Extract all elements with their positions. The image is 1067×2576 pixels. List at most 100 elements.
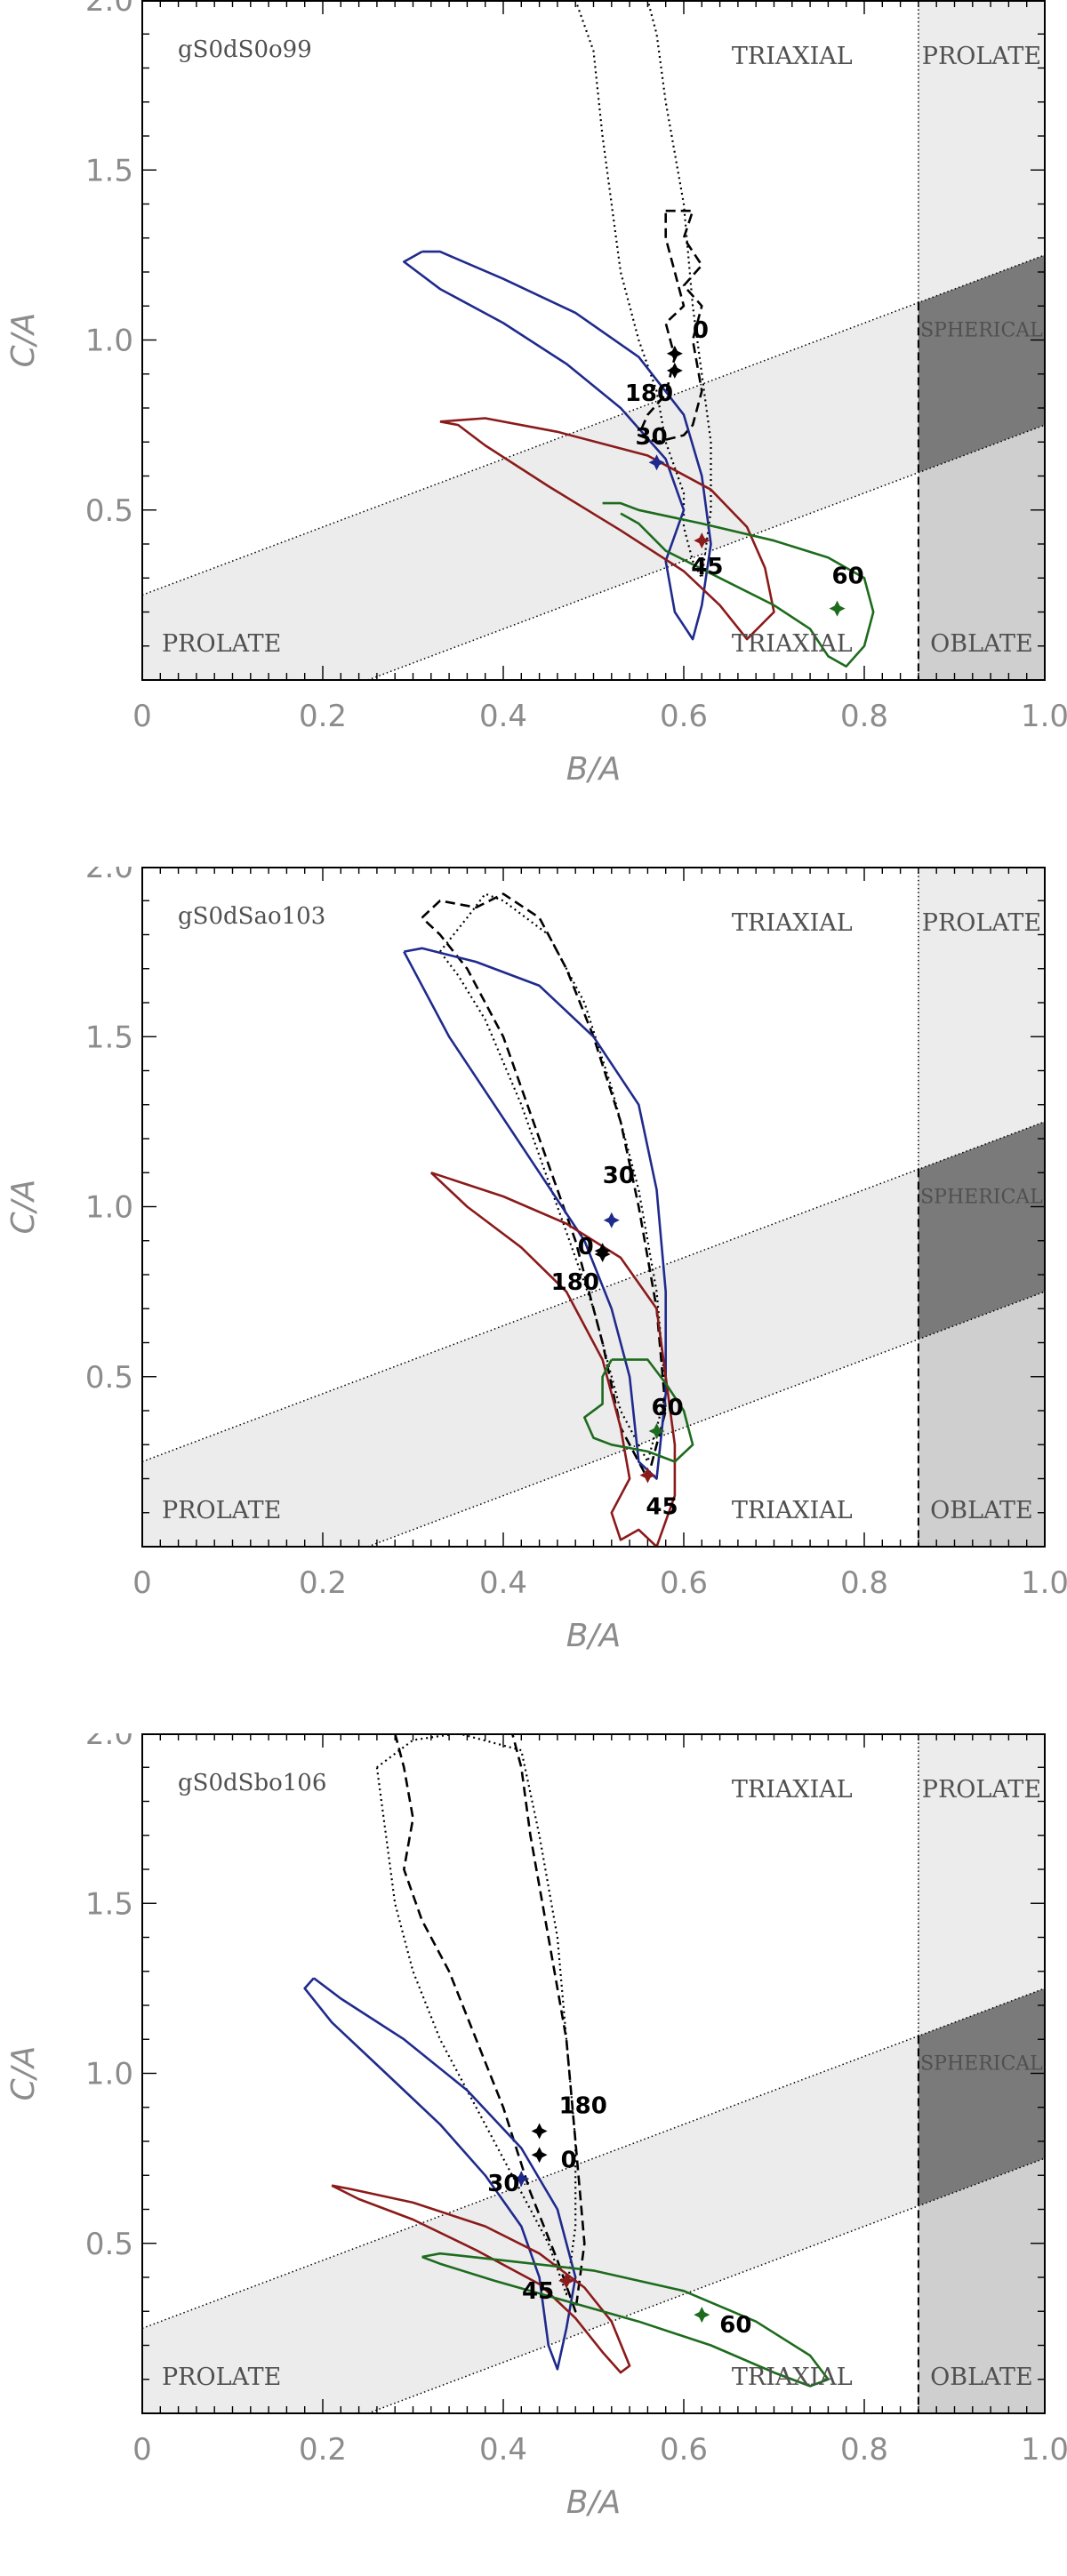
chart-3-upper-dotted-line <box>142 1988 1045 2330</box>
chart-2-x-tick-label: 0.4 <box>479 1565 527 1601</box>
chart-2-y-tick-label: 1.0 <box>85 1190 133 1226</box>
chart-1-region-prolate-bottom: PROLATE <box>162 630 281 658</box>
chart-2-upper-dotted-line <box>142 1121 1045 1463</box>
chart-2-marker-4 <box>639 1467 656 1484</box>
chart-3-lower-dotted-line <box>367 2157 1045 2413</box>
chart-svg-2: 0 0.2 0.4 0.6 0.8 1.0 0.5 1.0 1.5 2.0 B/A C/A gS0dSa… <box>5 867 1067 1654</box>
chart-3-marker-4 <box>694 2307 710 2324</box>
chart-1-lower-dotted-line <box>367 424 1045 680</box>
chart-1-region-prolate-top: PROLATE <box>922 43 1041 70</box>
chart-1-y-tick-label: 1.5 <box>85 153 133 188</box>
chart-3-oblate-region <box>918 2158 1045 2413</box>
chart-1-prolate-band <box>142 302 919 680</box>
chart-2-x-tick-label: 1.0 <box>1021 1565 1067 1601</box>
chart-3-y-tick-label: 1.0 <box>85 2057 133 2092</box>
chart-3-spherical-region <box>918 1988 1045 2206</box>
chart-2-y-axis-label: C/A <box>5 1180 42 1235</box>
chart-1-upper-dotted-line <box>142 254 1045 596</box>
chart-3-x-tick-label: 0.6 <box>660 2432 708 2468</box>
chart-2-region-prolate-top: PROLATE <box>922 909 1041 937</box>
chart-1-spherical-region <box>918 254 1045 473</box>
chart-1-y-tick-label: 1.0 <box>85 324 133 359</box>
chart-1-x-axis-label: B/A <box>566 751 621 788</box>
chart-1-series-contour-45 <box>439 417 775 641</box>
chart-3-y-axis-label: C/A <box>5 2046 42 2101</box>
chart-panel-3: 0 0.2 0.4 0.6 0.8 1.0 0.5 1.0 1.5 2.0 B/A C/A gS0dSb… <box>0 1733 1067 2576</box>
chart-3-series-contour-0 <box>393 1733 586 2313</box>
chart-3-region-triaxial-bottom: TRIAXIAL <box>732 2364 853 2391</box>
chart-3-marker-0 <box>531 2123 548 2140</box>
chart-1-x-tick-label: 0.8 <box>840 699 888 734</box>
chart-3-x-tick-label: 0.4 <box>479 2432 527 2468</box>
chart-2-title: gS0dSao103 <box>178 903 325 930</box>
chart-3-marker-label-0: 180 <box>559 2093 607 2120</box>
chart-2-x-tick-label: 0 <box>132 1565 152 1601</box>
chart-1-region-triaxial-bottom: TRIAXIAL <box>732 630 853 658</box>
chart-2-lower-dotted-line <box>367 1291 1045 1547</box>
chart-3-y-tick-label: 2.0 <box>85 1733 133 1752</box>
chart-3-title: gS0dSbo106 <box>178 1770 326 1796</box>
chart-1-y-tick-label: 0.5 <box>85 493 133 529</box>
chart-3-region-triaxial-top: TRIAXIAL <box>732 1776 853 1804</box>
chart-2-plot-area <box>142 867 1045 1547</box>
chart-1-marker-label-1: 180 <box>625 380 673 407</box>
chart-3-series-contour-60 <box>421 2252 830 2388</box>
chart-1-marker-label-4: 60 <box>832 564 864 590</box>
chart-3-y-tick-label: 1.5 <box>85 1886 133 1922</box>
chart-3-marker-label-3: 45 <box>522 2278 554 2305</box>
chart-1-marker-3 <box>694 532 710 549</box>
chart-1-oblate-region <box>918 425 1045 680</box>
chart-1-marker-label-3: 45 <box>691 554 723 580</box>
chart-3-marker-label-1: 0 <box>561 2147 577 2173</box>
chart-2-marker-0 <box>603 1212 620 1228</box>
chart-3-region-prolate-bottom: PROLATE <box>162 2364 281 2391</box>
chart-1-marker-0 <box>666 345 683 362</box>
chart-panel-2: 0 0.2 0.4 0.6 0.8 1.0 0.5 1.0 1.5 2.0 B/A C/A gS0dSa… <box>0 867 1067 1709</box>
chart-2-marker-label-1: 0 <box>578 1234 594 1260</box>
chart-2-region-triaxial-bottom: TRIAXIAL <box>732 1497 853 1524</box>
chart-2-series-contour-60 <box>583 1358 694 1463</box>
chart-1-plot-area <box>142 0 1045 680</box>
chart-3-series-contour-30 <box>303 1977 577 2371</box>
chart-3-marker-label-4: 60 <box>719 2312 751 2339</box>
chart-1-series-contour-180 <box>574 0 712 580</box>
chart-2-y-tick-label: 0.5 <box>85 1360 133 1396</box>
chart-2-marker-label-0: 30 <box>603 1163 635 1189</box>
chart-svg-3: 0 0.2 0.4 0.6 0.8 1.0 0.5 1.0 1.5 2.0 B/A C/A gS0dSb… <box>5 1733 1067 2521</box>
chart-1-region-triaxial-top: TRIAXIAL <box>732 43 853 70</box>
chart-1-region-oblate: OBLATE <box>930 630 1033 658</box>
chart-1-marker-4 <box>829 600 846 617</box>
chart-3-prolate-band <box>142 2036 919 2413</box>
chart-3-x-tick-label: 0.2 <box>299 2432 347 2468</box>
chart-2-marker-label-2: 180 <box>551 1269 599 1296</box>
chart-1-series-contour-0 <box>638 209 703 444</box>
chart-3-marker-label-2: 30 <box>487 2171 519 2197</box>
chart-2-y-tick-label: 1.5 <box>85 1020 133 1055</box>
chart-1-x-tick-label: 0.6 <box>660 699 708 734</box>
chart-1-marker-label-2: 30 <box>636 424 668 451</box>
chart-2-oblate-region <box>918 1292 1045 1547</box>
chart-1-marker-1 <box>666 362 683 379</box>
chart-2-region-spherical: SPHERICAL <box>920 1187 1043 1209</box>
chart-1-series-contour-30 <box>403 250 712 641</box>
chart-3-x-axis-label: B/A <box>566 2484 621 2521</box>
chart-2-series-contour-0 <box>421 892 667 1480</box>
chart-1-y-axis-label: C/A <box>5 313 42 368</box>
chart-1-marker-2 <box>648 454 665 471</box>
chart-panel-1: 0 0.2 0.4 0.6 0.8 1.0 0.5 1.0 1.5 2.0 B/A C/A gS0dS0… <box>0 0 1067 843</box>
chart-2-x-tick-label: 0.6 <box>660 1565 708 1601</box>
chart-1-x-tick-label: 1.0 <box>1021 699 1067 734</box>
chart-2-marker-label-3: 60 <box>652 1395 684 1421</box>
chart-3-x-tick-label: 0.8 <box>840 2432 888 2468</box>
chart-2-series-contour-30 <box>403 947 667 1480</box>
chart-3-region-spherical: SPHERICAL <box>920 2053 1043 2076</box>
chart-2-marker-3 <box>648 1422 665 1439</box>
chart-2-region-prolate-bottom: PROLATE <box>162 1497 281 1524</box>
chart-2-x-tick-label: 0.2 <box>299 1565 347 1601</box>
chart-1-series-contour-60 <box>602 501 875 668</box>
chart-3-series-contour-45 <box>331 2184 631 2374</box>
chart-2-region-triaxial-top: TRIAXIAL <box>732 909 853 937</box>
chart-2-spherical-region <box>918 1121 1045 1340</box>
chart-3-y-tick-label: 0.5 <box>85 2227 133 2262</box>
chart-3-region-oblate: OBLATE <box>930 2364 1033 2391</box>
